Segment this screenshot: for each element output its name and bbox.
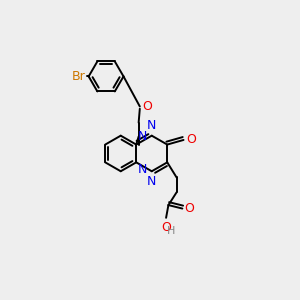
Text: N: N xyxy=(138,163,148,176)
Text: N: N xyxy=(147,176,156,188)
Text: N: N xyxy=(147,118,156,131)
Text: O: O xyxy=(161,220,171,234)
Text: O: O xyxy=(142,100,152,113)
Text: N: N xyxy=(138,130,148,143)
Text: Br: Br xyxy=(71,70,85,83)
Text: O: O xyxy=(186,134,196,146)
Text: H: H xyxy=(167,226,175,236)
Text: O: O xyxy=(185,202,195,215)
